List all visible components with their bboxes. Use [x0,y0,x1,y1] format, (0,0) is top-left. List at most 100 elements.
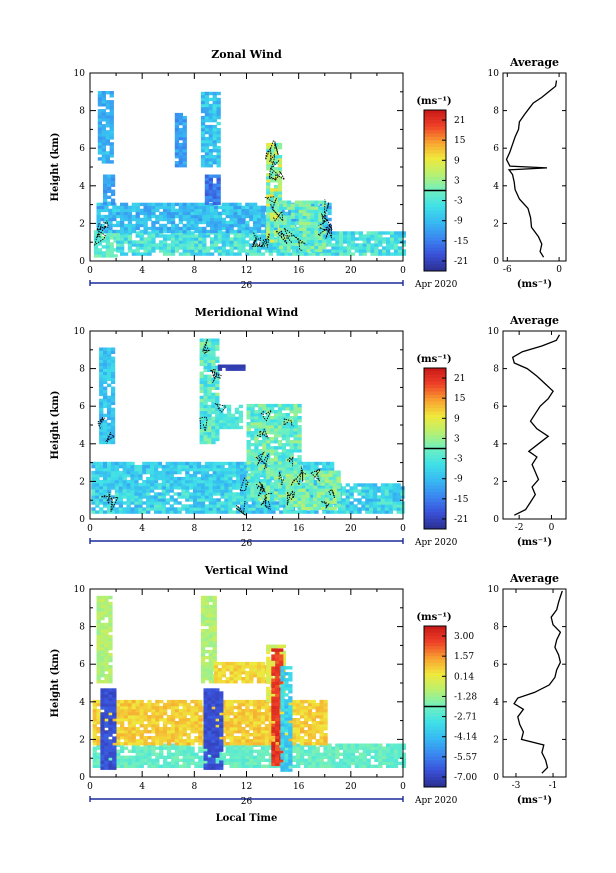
heatmap-cell [211,419,216,424]
heatmap-cell [163,208,168,213]
heatmap-cell [277,440,283,444]
heatmap-cell [229,721,234,725]
heatmap-cell [318,248,323,252]
heatmap-cell [229,202,234,207]
heatmap-cell [314,206,319,210]
heatmap-cell [216,498,221,502]
heatmap-cell [273,416,279,420]
heatmap-cell [233,214,238,219]
heatmap-cell [103,476,108,481]
heatmap-cell [110,473,116,478]
heatmap-cell [118,461,123,466]
heatmap-cell [105,103,110,107]
heatmap-cell [147,736,152,740]
heatmap-cell [116,702,121,707]
heatmap-cell [207,341,212,345]
heatmap-cell [139,758,144,762]
heatmap-cell [186,752,191,756]
heatmap-cell [139,229,144,234]
heatmap-cell [322,510,327,514]
heatmap-cell [333,510,339,514]
heatmap-cell [281,458,286,462]
heatmap-cell [110,174,116,178]
heatmap-cell [254,403,259,408]
heatmap-cell [100,208,105,213]
heatmap-cell [178,118,183,123]
heatmap-cell [270,452,275,456]
heatmap-cell [107,479,112,484]
heatmap-cell [273,431,279,435]
heatmap-cell [139,749,144,753]
heatmap-cell [270,161,275,165]
heatmap-cell [297,488,302,492]
heatmap-cell [273,179,279,183]
heatmap-cell [388,483,393,487]
heatmap-cell [97,248,103,252]
heatmap-cell [127,761,133,765]
heatmap-cell [189,479,194,484]
heatmap-cell [174,736,180,740]
heatmap-cell [294,206,300,210]
heatmap-cell [250,497,255,501]
heatmap-cell [92,708,97,713]
heatmap-cell [281,464,286,468]
heatmap-cell [241,246,246,250]
heatmap-cell [198,742,203,746]
heatmap-cell [237,367,242,371]
heatmap-cell [216,507,221,511]
heatmap-cell [170,727,176,731]
heatmap-cell [112,205,117,210]
heatmap-cell [254,449,259,453]
heatmap-cell [266,167,271,171]
heatmap-cell [110,464,116,469]
heatmap-cell [266,212,271,216]
heatmap-cell [189,485,194,490]
heatmap-cell [311,752,316,756]
heatmap-cell [99,371,104,375]
contour-line [97,417,106,429]
heatmap-cell [236,495,241,499]
heatmap-cell [178,229,183,234]
heatmap-cell [101,127,106,131]
heatmap-cell [103,183,108,187]
heatmap-cell [233,234,238,238]
heatmap-cell [216,504,221,508]
heatmap-cell [246,446,251,450]
heatmap-cell [357,501,362,505]
heatmap-cell [92,705,97,710]
heatmap-cell [382,752,387,756]
heatmap-cell [322,467,327,472]
heatmap-cell [260,758,266,762]
heatmap-cell [285,413,290,417]
heatmap-cell [283,218,288,222]
heatmap-cell [120,721,125,725]
heatmap-cell [258,403,263,408]
heatmap-cell [260,237,266,241]
heatmap-cell [212,479,217,484]
heatmap-cell [202,749,207,753]
heatmap-cell [390,234,395,238]
heatmap-cell [254,431,259,435]
heatmap-cell [335,231,340,235]
heatmap-cell [202,252,207,256]
contour-line [283,226,295,244]
heatmap-cell [258,458,263,462]
heatmap-cell [233,208,238,213]
heatmap-cell [253,202,258,207]
heatmap-cell [126,501,131,505]
heatmap-cell [103,434,108,439]
heatmap-cell [91,495,96,499]
heatmap-cell [320,506,326,510]
heatmap-cell [262,452,267,456]
heatmap-cell [105,139,110,143]
heatmap-cell [186,749,191,753]
heatmap-cell [208,461,213,466]
heatmap-cell [174,164,180,168]
heatmap-cell [131,226,136,231]
heatmap-cell [224,498,229,502]
heatmap-cell [207,434,212,439]
heatmap-cell [343,249,348,253]
heatmap-cell [186,229,191,234]
heatmap-cell [241,746,246,750]
heatmap-cell [262,473,267,477]
